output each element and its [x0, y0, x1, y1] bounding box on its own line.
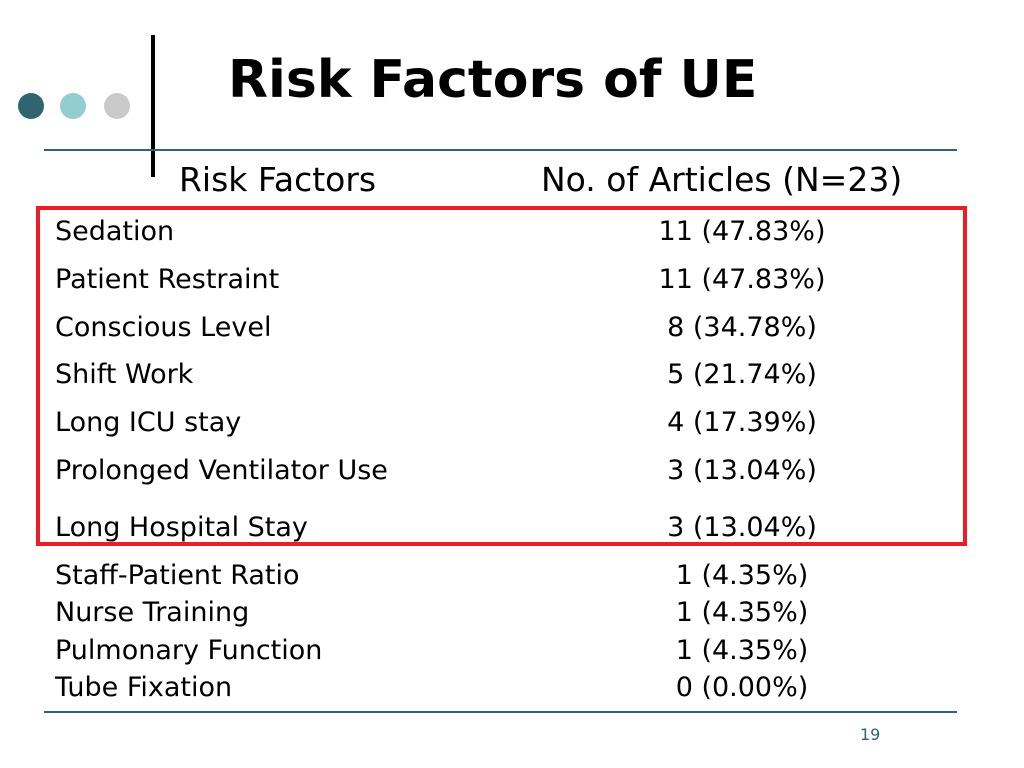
row-factor: Prolonged Ventilator Use — [55, 455, 388, 486]
table-row: Sedation 11 (47.83%) — [0, 212, 1024, 252]
table-row: Shift Work 5 (21.74%) — [0, 355, 1024, 395]
table-row: Conscious Level 8 (34.78%) — [0, 308, 1024, 348]
row-factor: Sedation — [55, 216, 175, 247]
row-articles: 5 (21.74%) — [667, 359, 817, 390]
row-articles: 8 (34.78%) — [667, 312, 817, 343]
row-factor: Pulmonary Function — [55, 635, 323, 666]
table-row: Long Hospital Stay 3 (13.04%) — [0, 508, 1024, 548]
header-articles: No. of Articles (N=23) — [541, 160, 903, 199]
bullet-dark-dot — [18, 93, 44, 119]
row-articles: 1 (4.35%) — [675, 597, 809, 628]
top-divider — [44, 149, 957, 151]
row-articles: 4 (17.39%) — [667, 407, 817, 438]
table-row: Long ICU stay 4 (17.39%) — [0, 403, 1024, 443]
row-factor: Long Hospital Stay — [55, 512, 308, 543]
row-articles: 3 (13.04%) — [667, 455, 817, 486]
bottom-divider — [44, 711, 957, 713]
row-factor: Conscious Level — [55, 312, 272, 343]
header-risk-factors: Risk Factors — [179, 160, 377, 199]
row-articles: 1 (4.35%) — [675, 560, 809, 591]
row-articles: 11 (47.83%) — [658, 216, 826, 247]
table-row: Nurse Training 1 (4.35%) — [0, 593, 1024, 633]
row-articles: 3 (13.04%) — [667, 512, 817, 543]
table-row: Staff-Patient Ratio 1 (4.35%) — [0, 556, 1024, 596]
highlight-box — [36, 206, 967, 546]
row-articles: 0 (0.00%) — [675, 672, 809, 703]
bullet-teal-dot — [60, 93, 86, 119]
table-row: Prolonged Ventilator Use 3 (13.04%) — [0, 451, 1024, 491]
table-row: Tube Fixation 0 (0.00%) — [0, 668, 1024, 708]
row-factor: Shift Work — [55, 359, 194, 390]
table-row: Pulmonary Function 1 (4.35%) — [0, 631, 1024, 671]
row-articles: 11 (47.83%) — [658, 264, 826, 295]
row-factor: Nurse Training — [55, 597, 250, 628]
slide-title: Risk Factors of UE — [228, 50, 758, 110]
row-factor: Patient Restraint — [55, 264, 280, 295]
row-articles: 1 (4.35%) — [675, 635, 809, 666]
bullet-grey-dot — [104, 93, 130, 119]
row-factor: Staff-Patient Ratio — [55, 560, 300, 591]
table-row: Patient Restraint 11 (47.83%) — [0, 260, 1024, 300]
row-factor: Long ICU stay — [55, 407, 242, 438]
page-number: 19 — [860, 725, 881, 744]
row-factor: Tube Fixation — [55, 672, 233, 703]
title-vertical-bar — [151, 35, 155, 177]
